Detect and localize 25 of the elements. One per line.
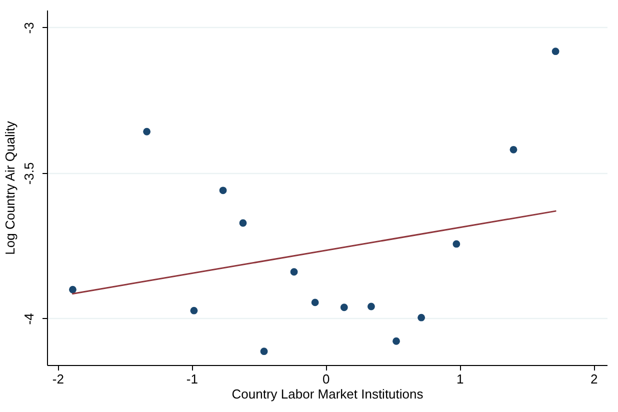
point [368,302,375,310]
x-tick-label: -1 [186,372,198,386]
point [311,298,319,306]
x-tick-label: 0 [322,372,330,386]
y-tick-label: -3 [22,22,36,34]
point [260,348,268,356]
point [418,314,426,322]
y-tick-label: -3.5 [22,162,36,185]
point [290,268,298,276]
x-tick-label: -2 [52,372,64,386]
point [239,219,247,227]
point [392,337,400,345]
point [143,128,151,136]
y-axis-title: Log Country Air Quality [2,120,18,255]
point [452,240,460,248]
point [219,186,227,194]
x-axis-title: Country Labor Market Institutions [232,386,424,402]
point [552,48,560,56]
point [190,306,198,314]
x-tick-label: 2 [590,372,598,386]
point [69,286,76,294]
x-tick-label: 1 [456,372,464,386]
point [510,146,518,154]
point [340,304,348,312]
y-tick-label: -4 [22,313,36,325]
